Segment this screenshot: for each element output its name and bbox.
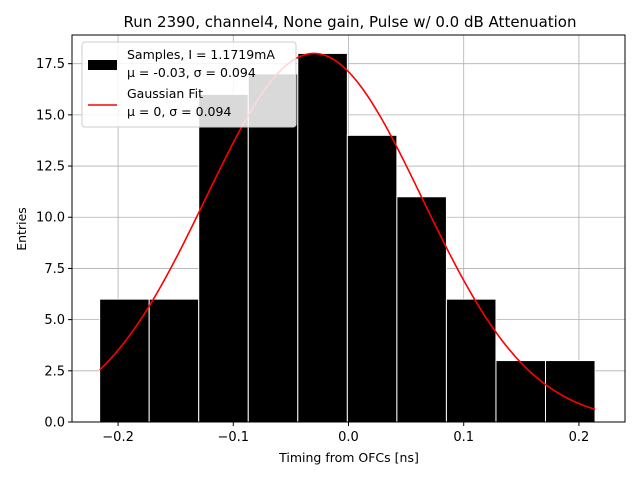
legend-swatch-samples <box>88 60 117 70</box>
y-ticks: 0.0 2.5 5.0 7.5 10.0 12.5 15.0 17.5 <box>36 57 72 431</box>
legend-stats-samples: μ = -0.03, σ = 0.094 <box>127 65 256 80</box>
x-tick-label: 0.1 <box>453 430 474 445</box>
legend-stats-fit: μ = 0, σ = 0.094 <box>127 104 231 119</box>
histogram-bar <box>198 93 249 423</box>
x-ticks: −0.2 −0.1 0.0 0.1 0.2 <box>102 422 589 445</box>
fit-layer <box>99 52 596 411</box>
histogram-bar <box>346 134 398 423</box>
histogram-bar <box>495 360 547 423</box>
histogram-bar <box>297 52 348 423</box>
legend-label-samples: Samples, I = 1.1719mA <box>127 47 275 62</box>
y-tick-label: 17.5 <box>36 57 65 72</box>
y-tick-label: 15.0 <box>36 108 65 123</box>
legend-frame <box>81 41 297 128</box>
histogram-bar <box>445 298 497 423</box>
x-tick-label: −0.2 <box>102 430 134 445</box>
legend-label-fit: Gaussian Fit <box>127 86 203 101</box>
y-tick-label: 7.5 <box>44 262 65 277</box>
x-axis-label: Timing from OFCs [ns] <box>278 450 419 465</box>
histogram-bar <box>396 196 447 423</box>
y-tick-label: 2.5 <box>44 364 65 379</box>
chart-title: Run 2390, channel4, None gain, Pulse w/ … <box>124 13 577 31</box>
y-tick-label: 5.0 <box>44 313 65 328</box>
legend: Samples, I = 1.1719mA μ = -0.03, σ = 0.0… <box>81 41 297 128</box>
x-tick-label: 0.0 <box>338 430 359 445</box>
y-tick-label: 10.0 <box>36 211 65 226</box>
histogram-bar <box>545 360 596 423</box>
y-tick-label: 0.0 <box>44 416 65 431</box>
y-tick-label: 12.5 <box>36 160 65 175</box>
histogram-bar <box>148 298 200 423</box>
x-tick-label: 0.2 <box>569 430 590 445</box>
y-axis-label: Entries <box>14 207 29 251</box>
gaussian-fit-line <box>99 52 596 411</box>
x-tick-label: −0.1 <box>218 430 250 445</box>
